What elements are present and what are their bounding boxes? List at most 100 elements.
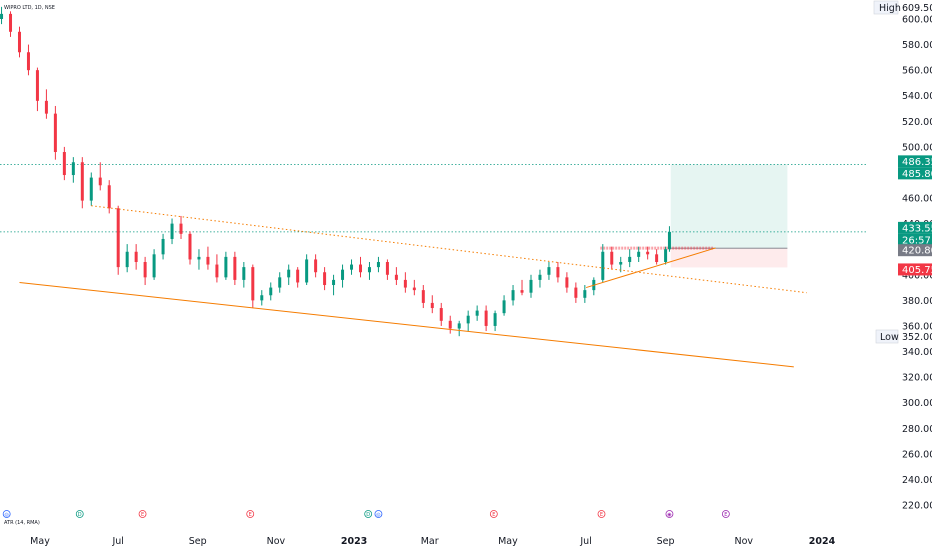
candle-body (323, 272, 327, 286)
candle (179, 215, 183, 239)
event-marker: D (75, 510, 84, 518)
x-tick-label: Jul (111, 536, 123, 547)
candle-body (62, 152, 66, 176)
event-marker: D (364, 510, 373, 518)
candle (502, 295, 506, 316)
drawings-layer (19, 205, 807, 368)
price-tag: 26:57 (898, 233, 932, 246)
event-marker-glyph: E (600, 512, 603, 518)
price-tag: 486.35 (898, 155, 932, 168)
candle (439, 302, 443, 326)
candle (538, 269, 542, 288)
candle (394, 267, 398, 286)
candle-body (116, 208, 120, 268)
event-marker-glyph: E (249, 512, 252, 518)
candle (161, 233, 165, 260)
candle (592, 277, 596, 296)
candle-body (9, 13, 13, 32)
position-stop-zone (670, 248, 788, 268)
candle-body (439, 308, 443, 321)
candle (466, 310, 470, 332)
candle (493, 310, 497, 332)
candle-body (529, 279, 533, 293)
candle-body (475, 310, 479, 316)
candle-body (448, 320, 452, 329)
candle-body (646, 251, 650, 255)
event-marker-circle (489, 510, 498, 518)
position-target-zone (670, 164, 788, 249)
candle (565, 272, 569, 293)
event-marker-circle (246, 510, 255, 518)
candle-body (655, 254, 659, 262)
candle (655, 249, 659, 265)
candle (601, 244, 605, 283)
candle-body (619, 262, 623, 265)
event-marker-circle (75, 510, 84, 518)
candle (403, 272, 407, 293)
price-tag-text: 433.55 (902, 223, 932, 234)
y-tick-label: 220.00 (902, 501, 932, 512)
candle-body (502, 300, 506, 314)
event-marker-circle (665, 510, 674, 518)
event-marker-glyph: ◉ (667, 512, 671, 518)
candle-body (556, 267, 560, 278)
candle-body (143, 262, 147, 278)
event-marker-glyph: E (492, 512, 495, 518)
candle (278, 272, 282, 293)
candle (80, 157, 84, 209)
event-marker-circle (364, 510, 373, 518)
event-marker-glyph: D (78, 512, 82, 518)
price-tag-bg (898, 221, 932, 234)
candle-body (412, 287, 416, 291)
candle (71, 157, 75, 183)
x-tick-label: 2023 (341, 536, 367, 547)
candle-body (538, 274, 542, 280)
price-tag: 420.80 (898, 244, 932, 257)
candle (664, 246, 668, 265)
candle-body (628, 256, 632, 262)
low-label: Low (880, 332, 899, 343)
event-marker: E (721, 510, 730, 518)
indicator-label: ATR (14, RMA) (4, 520, 40, 526)
candle (421, 285, 425, 309)
y-tick-label: 380.00 (902, 296, 932, 307)
candle (520, 279, 524, 296)
event-marker-circle (597, 510, 606, 518)
event-marker: E (597, 510, 606, 518)
candle (188, 231, 192, 265)
candle (224, 251, 228, 280)
candle (215, 254, 219, 283)
candle-body (637, 251, 641, 257)
candle-body (394, 274, 398, 280)
candle (89, 172, 93, 206)
x-tick-label: Mar (421, 536, 439, 547)
candle (0, 6, 4, 25)
candle-body (376, 262, 380, 268)
candle (341, 264, 345, 288)
candle-body (206, 256, 210, 265)
x-tick-label: Sep (657, 536, 675, 547)
trendline-support (19, 281, 794, 368)
candle (475, 305, 479, 321)
x-tick-label: Nov (267, 536, 286, 547)
x-tick-label: May (30, 536, 50, 547)
y-tick-label: 460.00 (902, 194, 932, 205)
event-marker: E (489, 510, 498, 518)
candle (251, 264, 255, 309)
candle (583, 285, 587, 303)
candle-body (35, 70, 39, 101)
low-value: 352.00 (902, 332, 932, 343)
candle-body (170, 223, 174, 239)
candle-body (215, 264, 219, 278)
y-tick-label: 400.00 (902, 270, 932, 281)
candle (260, 290, 264, 306)
candle-body (107, 185, 111, 209)
candle (376, 256, 380, 273)
candle-body (224, 256, 228, 278)
candle-body (430, 302, 434, 309)
candle (125, 244, 129, 273)
x-tick-label: Sep (189, 536, 207, 547)
candle-body (350, 264, 354, 270)
